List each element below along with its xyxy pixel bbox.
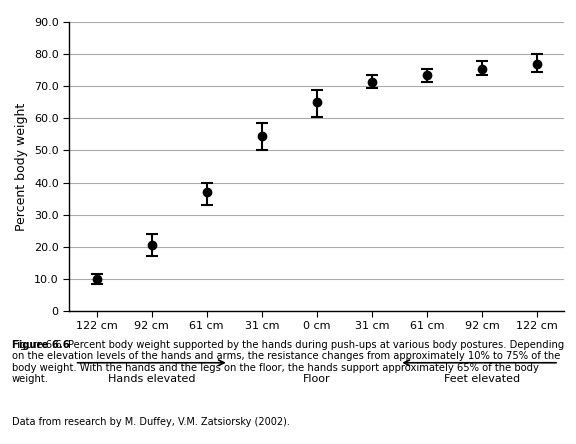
Text: Figure 6.6: Figure 6.6 [12,340,69,350]
Text: Floor: Floor [303,374,331,385]
Y-axis label: Percent body weight: Percent body weight [16,103,28,230]
Text: Hands elevated: Hands elevated [108,374,195,385]
Text: Feet elevated: Feet elevated [444,374,520,385]
Text: Data from research by M. Duffey, V.M. Zatsiorsky (2002).: Data from research by M. Duffey, V.M. Za… [12,417,289,428]
Text: Figure 6.6  Percent body weight supported by the hands during push-ups at variou: Figure 6.6 Percent body weight supported… [12,340,564,385]
